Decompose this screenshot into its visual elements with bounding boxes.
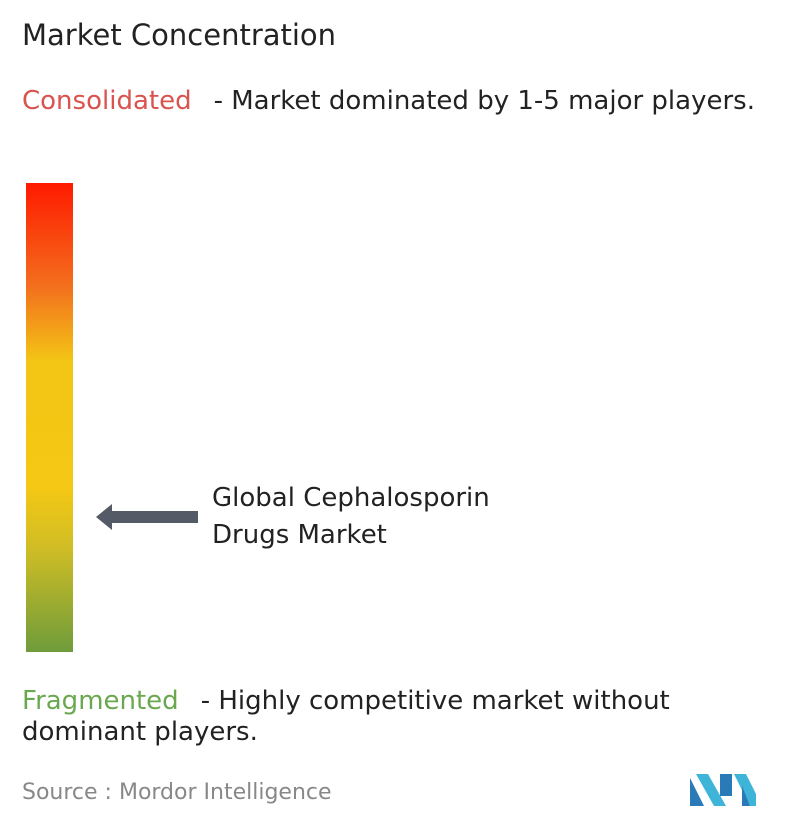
logo-part — [720, 774, 732, 796]
fragmented-description: - Highly competitive market without domi… — [22, 686, 670, 747]
arrow-shape — [96, 504, 198, 530]
market-label: Global Cephalosporin Drugs Market — [212, 483, 490, 550]
logo-part — [742, 786, 750, 806]
source: Source : Mordor Intelligence — [22, 780, 332, 805]
logo — [690, 774, 756, 806]
consolidated-row: Consolidated - Market dominated by 1-5 ma… — [22, 86, 782, 117]
logo-part — [696, 774, 726, 806]
fragmented-label: Fragmented — [22, 686, 179, 716]
consolidated-description: - Market dominated by 1-5 major players. — [213, 86, 755, 116]
consolidated-label: Consolidated — [22, 86, 192, 116]
fragmented-row: Fragmented - Highly competitive market wi… — [22, 686, 782, 748]
logo-part — [690, 778, 704, 806]
title: Market Concentration — [22, 18, 337, 52]
arrow — [96, 504, 198, 530]
concentration-gradient — [26, 183, 73, 652]
logo-part — [734, 774, 756, 806]
